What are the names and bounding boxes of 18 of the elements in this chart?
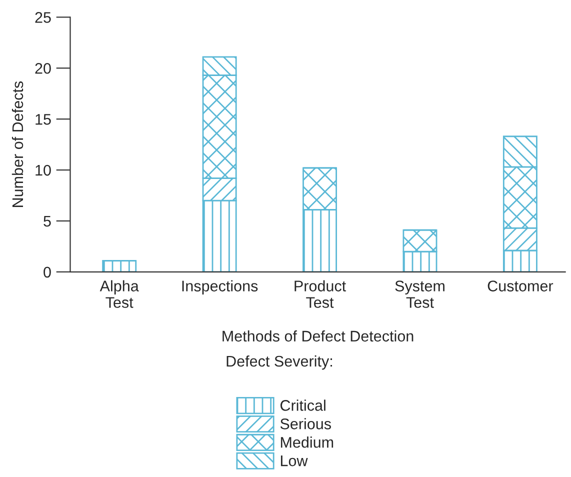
legend-title: Defect Severity: — [226, 355, 332, 370]
y-tick-label: 15 — [36, 114, 51, 125]
x-tick-label: Inspections — [182, 280, 258, 294]
x-axis-title: Methods of Defect Detection — [222, 330, 414, 342]
x-tick-label: Alpha Test — [100, 280, 139, 308]
y-tick-label: 0 — [44, 266, 51, 278]
legend-label: Critical — [280, 400, 326, 411]
legend-label: Serious — [280, 418, 331, 430]
legend-label: Medium — [280, 436, 334, 448]
y-tick-label: 20 — [35, 62, 51, 74]
x-tick-label: Customer — [488, 280, 554, 292]
y-tick-label: 10 — [36, 164, 51, 176]
y-tick-label: 25 — [35, 12, 51, 23]
legend-label: Low — [280, 456, 308, 466]
x-tick-label: System Test — [395, 280, 444, 308]
x-tick-label: Product Test — [294, 280, 346, 308]
y-tick-label: 5 — [44, 216, 51, 227]
y-axis-title: Number of Defects — [12, 81, 24, 207]
